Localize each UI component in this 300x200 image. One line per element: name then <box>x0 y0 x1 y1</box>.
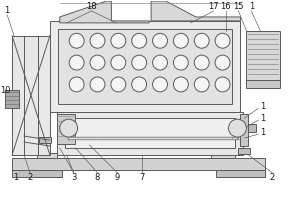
Text: 9: 9 <box>115 173 120 182</box>
Text: 16: 16 <box>220 2 231 11</box>
Circle shape <box>90 55 105 70</box>
Circle shape <box>153 33 167 48</box>
Text: 1: 1 <box>260 114 265 123</box>
Bar <box>12 36 50 155</box>
Polygon shape <box>60 1 149 23</box>
Text: 3: 3 <box>71 173 76 182</box>
Text: 17: 17 <box>208 2 219 11</box>
Circle shape <box>132 33 147 48</box>
Text: 2: 2 <box>270 173 275 182</box>
Bar <box>248 124 256 132</box>
Bar <box>240 114 248 146</box>
Bar <box>12 170 62 177</box>
Circle shape <box>69 77 84 92</box>
Circle shape <box>111 55 126 70</box>
Bar <box>39 137 51 143</box>
Text: 1: 1 <box>249 2 254 11</box>
Circle shape <box>215 55 230 70</box>
Bar <box>238 148 250 154</box>
Text: 1: 1 <box>260 102 265 111</box>
Circle shape <box>90 77 105 92</box>
Bar <box>57 112 243 155</box>
Circle shape <box>194 55 209 70</box>
Polygon shape <box>151 1 240 21</box>
Circle shape <box>194 33 209 48</box>
Bar <box>211 153 236 158</box>
Bar <box>65 118 236 148</box>
Bar <box>246 80 280 88</box>
Text: 1: 1 <box>14 173 19 182</box>
Text: 15: 15 <box>233 2 244 11</box>
Bar <box>37 153 57 158</box>
Circle shape <box>132 55 147 70</box>
Circle shape <box>69 55 84 70</box>
Text: 8: 8 <box>95 173 100 182</box>
Circle shape <box>229 119 246 137</box>
Circle shape <box>173 33 188 48</box>
Bar <box>58 29 233 104</box>
Circle shape <box>173 55 188 70</box>
Circle shape <box>69 33 84 48</box>
Circle shape <box>90 33 105 48</box>
Circle shape <box>60 119 78 137</box>
Circle shape <box>173 77 188 92</box>
Circle shape <box>194 77 209 92</box>
Circle shape <box>153 77 167 92</box>
Bar <box>216 170 265 177</box>
Text: 1: 1 <box>260 128 265 137</box>
Circle shape <box>215 77 230 92</box>
Bar <box>5 90 19 108</box>
Text: 7: 7 <box>140 173 145 182</box>
Text: 1: 1 <box>4 6 10 15</box>
Bar <box>246 31 280 80</box>
Bar <box>50 21 240 112</box>
Circle shape <box>132 77 147 92</box>
Text: 18: 18 <box>86 2 97 11</box>
Circle shape <box>153 55 167 70</box>
Text: 10: 10 <box>0 86 11 95</box>
Circle shape <box>111 77 126 92</box>
Bar <box>57 114 75 144</box>
Circle shape <box>111 33 126 48</box>
Text: 2: 2 <box>27 173 33 182</box>
Circle shape <box>215 33 230 48</box>
Bar <box>12 158 265 170</box>
